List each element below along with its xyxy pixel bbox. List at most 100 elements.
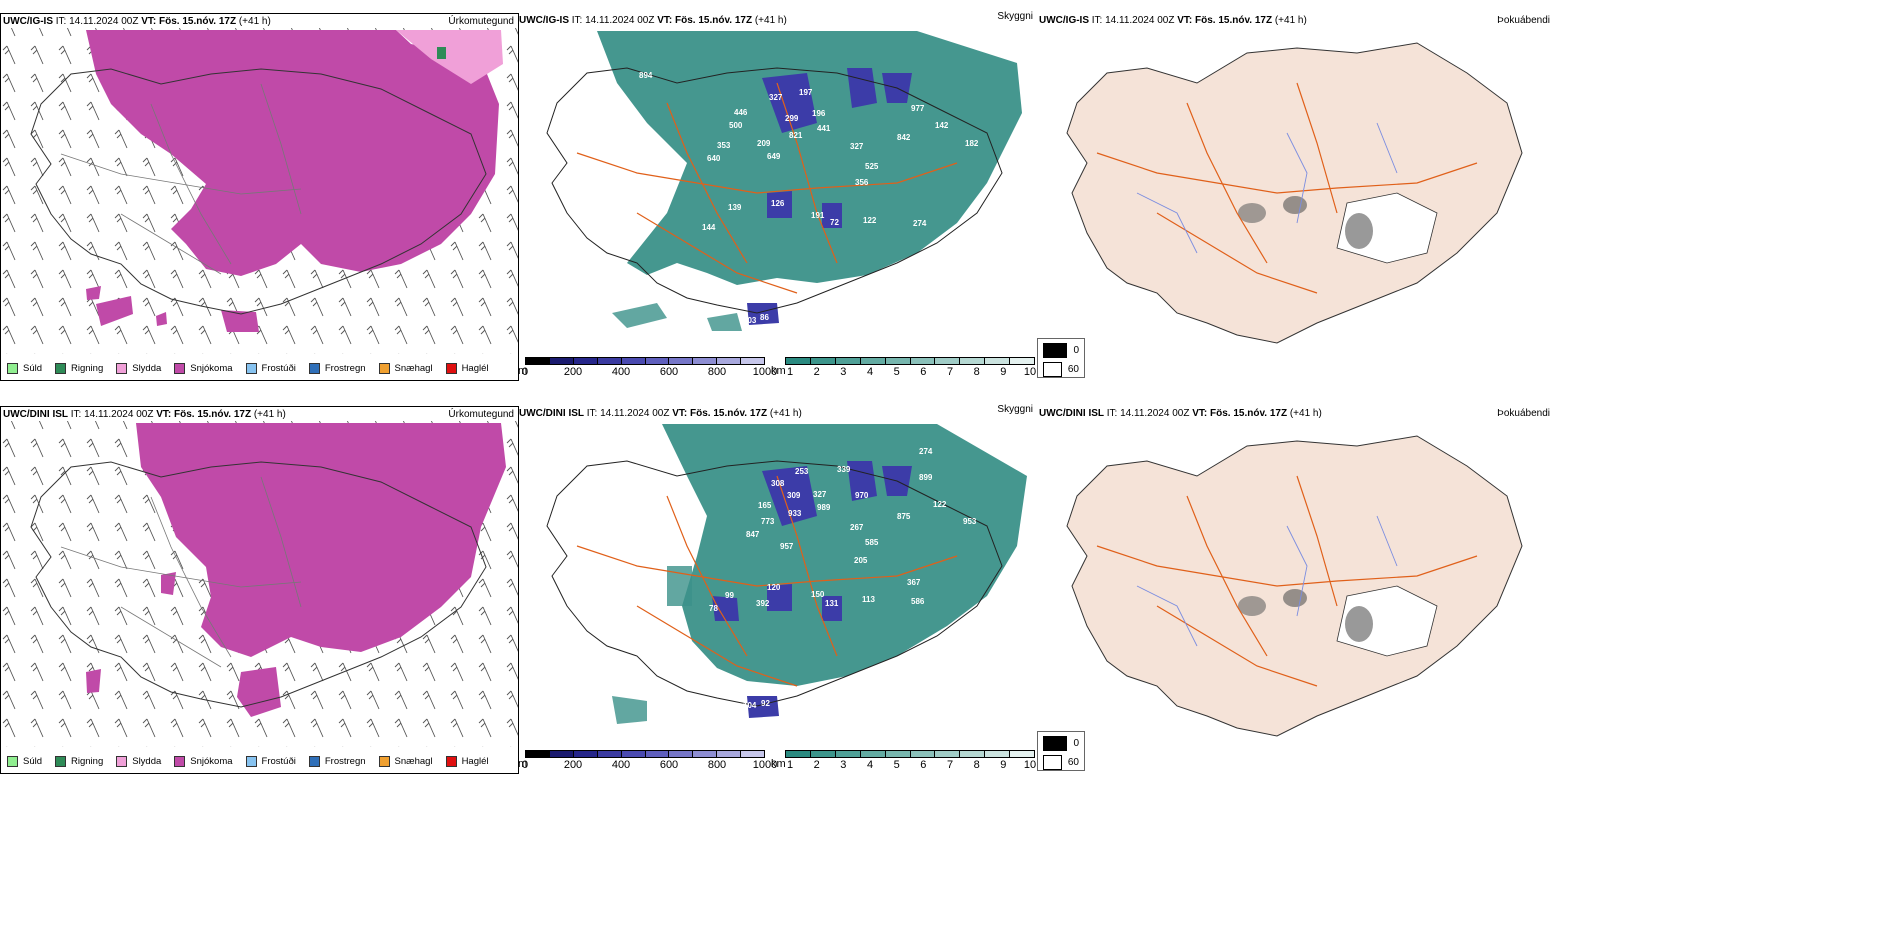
fog-panel-top: UWC/IG-IS IT: 14.11.2024 00Z VT: Fös. 15… (1037, 13, 1554, 379)
colorbar-steps (525, 357, 765, 365)
visibility-panel-bottom: UWC/DINI ISL IT: 14.11.2024 00Z VT: Fös.… (517, 404, 1037, 773)
rivers (1136, 515, 1398, 647)
ceiling-label: 585 (865, 538, 879, 547)
colorbar-step (786, 751, 811, 757)
colorbar-tick: 600 (659, 759, 679, 771)
colorbar-step (597, 358, 622, 364)
legend-item: Frostregn (308, 755, 366, 767)
legend-swatch (445, 362, 457, 374)
ceiling-label: 353 (717, 141, 731, 150)
colorbar-tick: 2 (813, 759, 820, 771)
colorbar-steps (785, 750, 1035, 758)
colorbar-step (573, 751, 598, 757)
visibility-field (662, 424, 1027, 686)
ceiling-label: 821 (789, 131, 803, 140)
ceiling-label: 104 (743, 701, 757, 710)
colorbar-tick: 7 (946, 759, 954, 771)
fog-signal (1283, 196, 1307, 214)
colorbar-tick: 3 (840, 366, 847, 378)
ceiling-label: 742 (867, 276, 881, 285)
colorbar-ticks: 0 200 400 600 800 1000 (522, 759, 777, 773)
ceiling-patch (747, 68, 912, 325)
ceiling-label: 274 (919, 447, 933, 456)
fog-legend-item: 0 (1043, 736, 1079, 751)
legend-swatch (308, 362, 320, 374)
ceiling-label: 327 (850, 142, 864, 151)
colorbar-step (549, 358, 574, 364)
ceiling-label: 392 (756, 599, 770, 608)
ceiling-label: 131 (825, 599, 839, 608)
colorbar-tick: 200 (563, 366, 583, 378)
precip-type-panel-bottom: UWC/DINI ISL IT: 14.11.2024 00Z VT: Fös.… (0, 406, 519, 774)
ceiling-label: 299 (785, 114, 799, 123)
ceiling-label: 977 (911, 104, 925, 113)
colorbar-step (645, 751, 670, 757)
legend-swatch (55, 755, 67, 767)
legend-item: Súld (7, 362, 42, 374)
legend-item: Slydda (116, 755, 161, 767)
ceiling-label: 122 (933, 500, 947, 509)
fog-legend-item: 60 (1043, 755, 1079, 770)
colorbar-tick: 7 (946, 366, 954, 378)
colorbar-step (910, 751, 936, 757)
legend-item: Frostregn (308, 362, 366, 374)
colorbar-tick: 1000 (752, 759, 778, 771)
fog-land (1066, 435, 1523, 737)
colorbar-step (860, 751, 886, 757)
ceiling-label: 86 (760, 313, 769, 322)
legend-item: Snjókoma (174, 755, 233, 767)
sleet-area (396, 30, 503, 84)
colorbar-ticks: 1 2 3 4 5 6 7 8 9 10 (785, 759, 1036, 773)
ceiling-label: 99 (725, 591, 734, 600)
panel-title: UWC/DINI ISL IT: 14.11.2024 00Z VT: Fös.… (3, 409, 286, 420)
colorbar-step (1010, 751, 1035, 757)
ceiling-value-labels: 274 339 253 899 308 309 327 989 970 933 … (709, 447, 977, 710)
precip-map (1, 28, 518, 354)
colorbar-step (669, 358, 694, 364)
rivers (1136, 122, 1398, 254)
legend-item: Snæhagl (378, 362, 433, 374)
legend-item: Slydda (116, 362, 161, 374)
legend-swatch (7, 755, 18, 767)
fog-legend-top: 0 60 (1037, 338, 1085, 378)
ceiling-label: 308 (771, 479, 785, 488)
colorbar-ticks: 1 2 3 4 5 6 7 8 9 10 (785, 366, 1036, 380)
ceiling-label: 182 (965, 139, 979, 148)
colorbar-step (860, 358, 886, 364)
colorbar-step (549, 751, 574, 757)
legend-swatch (308, 755, 320, 767)
ceiling-label: 327 (769, 93, 783, 102)
ceiling-label: 253 (795, 467, 809, 476)
fog-signal (1238, 596, 1266, 616)
fog-legend-bottom: 0 60 (1037, 731, 1085, 771)
precip-legend: Súld Rigning Slydda Snjókoma Frostúði Fr… (1, 356, 518, 380)
legend-item: Haglél (445, 362, 489, 374)
ceiling-label: 875 (897, 512, 911, 521)
colorbar-step (741, 358, 765, 364)
precip-map (1, 421, 518, 747)
ceiling-label: 327 (813, 490, 827, 499)
panel-title: UWC/IG-IS IT: 14.11.2024 00Z VT: Fös. 15… (519, 15, 787, 26)
ceiling-label: 773 (761, 517, 775, 526)
colorbar-tick: 400 (611, 366, 631, 378)
fog-map (1066, 42, 1523, 344)
colorbar-tick: 200 (563, 759, 583, 771)
colorbar-step (960, 358, 986, 364)
colorbar-step (573, 358, 598, 364)
colorbar-tick: 6 (920, 759, 927, 771)
colorbar-tick: 9 (1000, 759, 1007, 771)
fog-map (1066, 435, 1523, 737)
ceiling-label: 367 (907, 578, 921, 587)
colorbar-step (621, 751, 646, 757)
colorbar-step (741, 751, 765, 757)
panel-label: Úrkomutegund (448, 16, 514, 27)
ceiling-label: 72 (830, 218, 839, 227)
visibility-patch (612, 303, 742, 331)
precip-type-panel-top: UWC/IG-IS IT: 14.11.2024 00Z VT: Fös. 15… (0, 13, 519, 381)
visibility-map: 274 339 253 899 308 309 327 989 970 933 … (546, 424, 1027, 724)
snow-patch (86, 286, 259, 332)
colorbar-step (985, 358, 1011, 364)
legend-item: Snæhagl (378, 755, 433, 767)
ceiling-label: 142 (935, 121, 949, 130)
legend-item: Frostúði (245, 755, 296, 767)
